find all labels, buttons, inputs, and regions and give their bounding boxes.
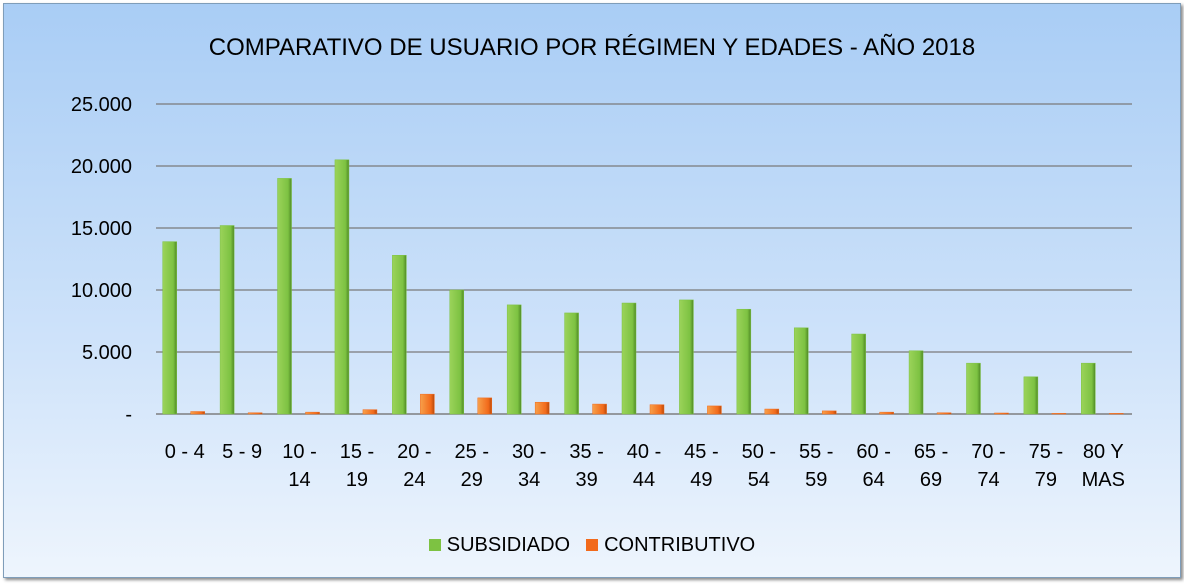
plot: - 5.000 10.000 15.000 20.000 25.000 <box>71 94 1132 426</box>
x-tick-label: 20 - 24 <box>397 441 432 491</box>
legend-item: CONTRIBUTIVO <box>586 534 755 557</box>
bar <box>821 410 837 415</box>
bar <box>936 412 952 415</box>
x-tick-label: 10 - 14 <box>282 441 317 491</box>
x-tick-label: 25 - 29 <box>454 441 489 491</box>
x-tick-label: 55 - 59 <box>799 441 834 491</box>
legend-label: SUBSIDIADO <box>446 534 571 556</box>
legend: SUBSIDIADO CONTRIBUTIVO <box>4 534 1180 557</box>
bar <box>621 302 637 415</box>
y-tick-label: 25.000 <box>71 94 132 116</box>
x-tick-label: 45 - 49 <box>684 441 719 491</box>
bar <box>362 409 378 415</box>
y-tick-label: 10.000 <box>71 280 132 302</box>
bar <box>707 405 722 415</box>
bar <box>449 289 465 415</box>
x-tick-label: 75 - 79 <box>1028 441 1064 491</box>
x-tick-label: 40 - 44 <box>626 441 662 491</box>
bar <box>764 408 780 415</box>
bar <box>649 404 665 415</box>
bar <box>879 411 894 415</box>
x-tick-label: 60 - 64 <box>856 441 891 491</box>
legend-swatch <box>586 539 599 551</box>
bar <box>162 241 177 415</box>
legend-item: SUBSIDIADO <box>428 534 571 557</box>
bar <box>994 412 1009 415</box>
x-tick-label: 80 Y MAS <box>1081 441 1125 491</box>
x-tick-label: 15 - 19 <box>339 441 375 491</box>
bar <box>564 312 579 415</box>
chart-title: COMPARATIVO DE USUARIO POR RÉGIMEN Y EDA… <box>208 34 976 61</box>
bar <box>851 333 866 415</box>
legend-label: CONTRIBUTIVO <box>604 534 756 556</box>
bar <box>1051 413 1067 415</box>
bar <box>506 304 522 415</box>
x-tick-label: 70 - 74 <box>971 441 1006 491</box>
bar <box>793 327 809 415</box>
bar <box>305 411 320 415</box>
bar <box>392 255 407 415</box>
bar <box>1081 362 1096 415</box>
bar <box>247 412 263 415</box>
y-tick-label: 5.000 <box>82 342 132 364</box>
bar <box>277 178 292 415</box>
bar <box>190 411 205 415</box>
bar <box>592 403 607 415</box>
x-tick-label: 65 - 69 <box>913 441 949 491</box>
x-tick-label: 5 - 9 <box>222 441 263 463</box>
x-tick-label: 35 - 39 <box>569 441 604 491</box>
x-tick-label: 50 - 54 <box>741 441 777 491</box>
bar <box>736 308 752 415</box>
chart: - 5.000 10.000 15.000 20.000 25.000 COMPARATI… <box>3 3 1181 578</box>
y-tick-label: 20.000 <box>71 156 132 178</box>
x-tick-label: 30 - 34 <box>511 441 547 491</box>
bar <box>219 225 235 415</box>
bar <box>534 401 550 415</box>
bar <box>477 397 493 415</box>
bar <box>420 393 435 415</box>
y-tick-label: - <box>125 404 132 426</box>
bar <box>1023 376 1039 415</box>
y-tick-label: 15.000 <box>71 218 132 240</box>
x-tick-label: 0 - 4 <box>164 441 205 463</box>
bar <box>1109 413 1124 415</box>
legend-swatch <box>428 539 441 551</box>
bar <box>966 362 981 415</box>
bar <box>908 350 924 415</box>
bar <box>334 159 350 415</box>
bar <box>679 299 694 415</box>
